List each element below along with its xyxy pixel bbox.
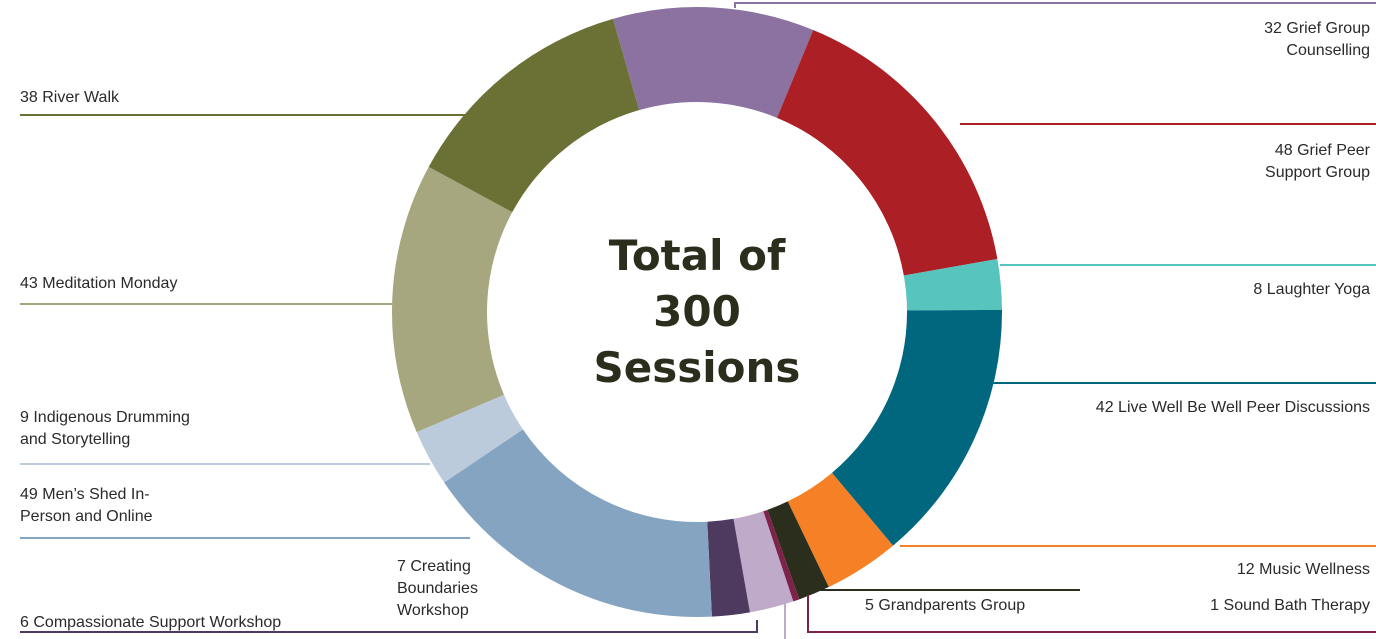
donut-slice — [444, 429, 712, 617]
slice-value: 42 — [1095, 399, 1114, 416]
leader-line — [734, 2, 1376, 8]
slice-label: 6 Compassionate Support Workshop — [20, 612, 380, 634]
donut-slice — [428, 18, 640, 213]
slice-category: Compassionate Support Workshop — [33, 614, 282, 631]
slice-category: Creating Boundaries Workshop — [397, 558, 478, 619]
slice-value: 12 — [1236, 561, 1255, 578]
slice-category: Music Wellness — [1259, 561, 1370, 578]
slice-category: River Walk — [42, 89, 119, 106]
slice-label: 9 Indigenous Drumming and Storytelling — [20, 407, 205, 451]
donut-slice — [777, 30, 998, 276]
donut-slice — [787, 472, 894, 588]
center-title: Total of 300 Sessions — [593, 231, 801, 392]
donut-slice — [707, 518, 750, 617]
slice-label: 43 Meditation Monday — [20, 273, 320, 295]
slice-label: 5 Grandparents Group — [865, 595, 1075, 617]
slice-label: 49 Men’s Shed In-Person and Online — [20, 484, 180, 528]
slice-category: Live Well Be Well Peer Discussions — [1118, 399, 1370, 416]
slice-label: 42 Live Well Be Well Peer Discussions — [970, 397, 1370, 419]
slice-label: 32 Grief Group Counselling — [1245, 18, 1370, 62]
slice-label: 48 Grief Peer Support Group — [1240, 140, 1370, 184]
slice-category: Grief Peer Support Group — [1265, 142, 1370, 181]
slice-value: 8 — [1253, 281, 1263, 298]
slice-value: 32 — [1264, 20, 1282, 37]
slice-category: Grief Group Counselling — [1286, 20, 1370, 59]
slice-value: 9 — [20, 409, 29, 426]
slice-category: Sound Bath Therapy — [1223, 597, 1370, 614]
slice-label: 1 Sound Bath Therapy — [1100, 595, 1370, 617]
donut-slice — [763, 509, 800, 602]
donut-slice — [903, 259, 1002, 311]
slice-value: 48 — [1274, 142, 1293, 159]
slice-label: 38 River Walk — [20, 87, 320, 109]
slice-label: 7 Creating Boundaries Workshop — [397, 556, 507, 622]
donut-slice — [612, 7, 814, 118]
slice-category: Meditation Monday — [42, 275, 178, 292]
slice-value: 5 — [865, 597, 874, 614]
slice-category: Grandparents Group — [878, 597, 1026, 614]
slice-value: 49 — [20, 486, 38, 503]
slice-value: 7 — [397, 558, 406, 575]
slice-category: Indigenous Drumming and Storytelling — [20, 409, 190, 448]
slice-value: 38 — [20, 89, 38, 106]
donut-slice — [767, 501, 829, 600]
slice-category: Men’s Shed In-Person and Online — [20, 486, 153, 525]
donut-slice — [733, 511, 794, 613]
slice-value: 6 — [20, 614, 29, 631]
slice-label: 12 Music Wellness — [1100, 559, 1370, 581]
slice-value: 43 — [20, 275, 38, 292]
donut-slice — [416, 394, 523, 483]
slice-label: 8 Laughter Yoga — [1100, 279, 1370, 301]
slice-category: Laughter Yoga — [1266, 281, 1370, 298]
leader-line — [20, 620, 758, 633]
donut-slice — [392, 166, 513, 433]
slice-value: 1 — [1210, 597, 1220, 614]
donut-slice — [831, 309, 1003, 546]
leader-line — [807, 595, 1376, 633]
